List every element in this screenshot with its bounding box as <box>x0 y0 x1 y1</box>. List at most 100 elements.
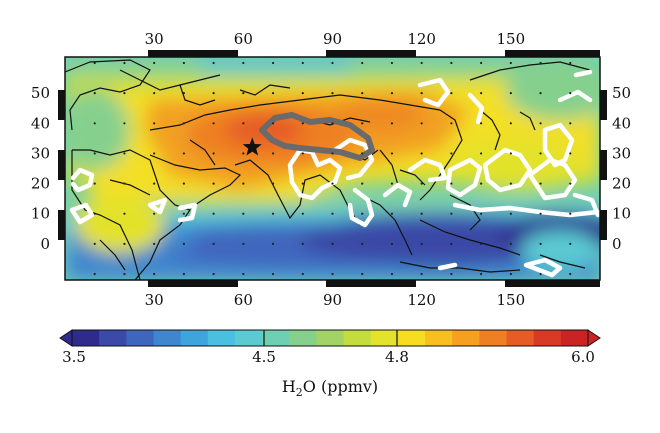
grid-dot <box>271 182 275 185</box>
grid-dot <box>390 272 394 276</box>
colorbar-segment <box>479 330 508 346</box>
colorbar-segment <box>289 330 317 346</box>
lat-label-right: 0 <box>612 235 622 253</box>
grid-dot <box>361 61 364 65</box>
grid-dot <box>153 242 156 245</box>
grid-dot <box>331 61 334 65</box>
grid-dot <box>212 242 215 245</box>
grid-dot <box>271 272 275 276</box>
colorbar-tick-3.5: 3.5 <box>62 348 86 366</box>
grid-dot <box>480 242 483 245</box>
grid-dot <box>182 152 185 155</box>
grid-dot <box>123 212 126 215</box>
grid-dot <box>420 242 423 245</box>
grid-dot <box>331 212 334 215</box>
grid-dot <box>301 152 304 155</box>
lon-label-bottom: 120 <box>407 291 436 309</box>
grid-dot <box>480 122 483 125</box>
grid-dot <box>450 61 453 65</box>
grid-dot <box>182 212 185 215</box>
grid-dot <box>539 152 542 155</box>
grid-dot <box>361 242 364 245</box>
grid-dot <box>242 61 245 65</box>
grid-dot <box>182 61 185 65</box>
grid-dot <box>569 272 572 276</box>
grid-dot <box>390 92 394 95</box>
grid-dot <box>153 212 156 215</box>
lat-label-left: 20 <box>31 175 50 193</box>
grid-dot <box>271 152 275 155</box>
grid-dot <box>301 61 304 65</box>
lat-label-left: 50 <box>31 84 50 102</box>
colorbar: 3.5 4.5 4.8 6.0 H2O (ppmv) <box>59 329 601 399</box>
lon-label-top: 60 <box>234 30 253 48</box>
colorbar-segment <box>126 330 154 346</box>
grid-dot <box>390 242 394 245</box>
grid-dot <box>301 212 304 215</box>
grid-dot <box>271 61 275 65</box>
grid-dot <box>153 152 156 155</box>
grid-dot <box>450 242 453 245</box>
colorbar-frame <box>71 329 589 347</box>
h2o-field <box>65 57 600 280</box>
grid-dot <box>569 182 572 185</box>
grid-dot <box>390 122 394 125</box>
grid-dot <box>182 92 185 95</box>
grid-dot <box>480 272 483 276</box>
grid-dot <box>301 182 304 185</box>
dot-grid <box>93 61 572 276</box>
lon-label-bottom: 150 <box>497 291 526 309</box>
grid-dot <box>271 242 275 245</box>
colorbar-segment <box>343 330 372 346</box>
grid-dot <box>212 272 215 276</box>
grid-dot <box>480 92 483 95</box>
grid-dot <box>361 272 364 276</box>
grid-dot <box>271 212 275 215</box>
colorbar-segment <box>506 330 535 346</box>
grid-dot <box>242 122 245 125</box>
colorbar-tick-4.5: 4.5 <box>252 348 276 366</box>
grid-dot <box>331 92 334 95</box>
lat-label-right: 50 <box>612 84 631 102</box>
grid-dot <box>509 212 512 215</box>
grid-dot <box>123 92 126 95</box>
grid-dot <box>93 61 96 65</box>
grid-dot <box>361 92 364 95</box>
grid-dot <box>212 92 215 95</box>
colorbar-left-arrow <box>59 329 73 347</box>
lon-labels-bottom: 30 60 90 120 150 <box>145 291 526 309</box>
grid-dot <box>539 212 542 215</box>
grid-dot <box>242 212 245 215</box>
grid-dot <box>569 61 572 65</box>
colorbar-tick-6.0: 6.0 <box>571 348 595 366</box>
grid-dot <box>331 182 334 185</box>
grid-dot <box>569 212 572 215</box>
grid-dot <box>271 92 275 95</box>
grid-dot <box>390 152 394 155</box>
grid-dot <box>153 272 156 276</box>
grid-dot <box>331 152 334 155</box>
grid-dot <box>242 242 245 245</box>
grid-dot <box>480 212 483 215</box>
colorbar-segment <box>180 330 209 346</box>
star-icon <box>242 137 262 156</box>
grid-dot <box>93 152 96 155</box>
grid-dot <box>212 152 215 155</box>
grid-dot <box>153 122 156 125</box>
grid-dot <box>480 61 483 65</box>
grid-dot <box>271 122 275 125</box>
grid-dot <box>212 61 215 65</box>
grid-dot <box>153 92 156 95</box>
colorbar-segment <box>207 330 236 346</box>
lon-label-top: 120 <box>407 30 436 48</box>
grid-dot <box>539 182 542 185</box>
grid-dot <box>539 61 542 65</box>
grid-dot <box>539 92 542 95</box>
colorbar-segment <box>262 330 290 346</box>
grid-dot <box>420 152 423 155</box>
grid-dot <box>93 212 96 215</box>
colorbar-segments <box>72 330 589 346</box>
grid-dot <box>242 152 245 155</box>
grid-dot <box>242 272 245 276</box>
grid-dot <box>569 152 572 155</box>
